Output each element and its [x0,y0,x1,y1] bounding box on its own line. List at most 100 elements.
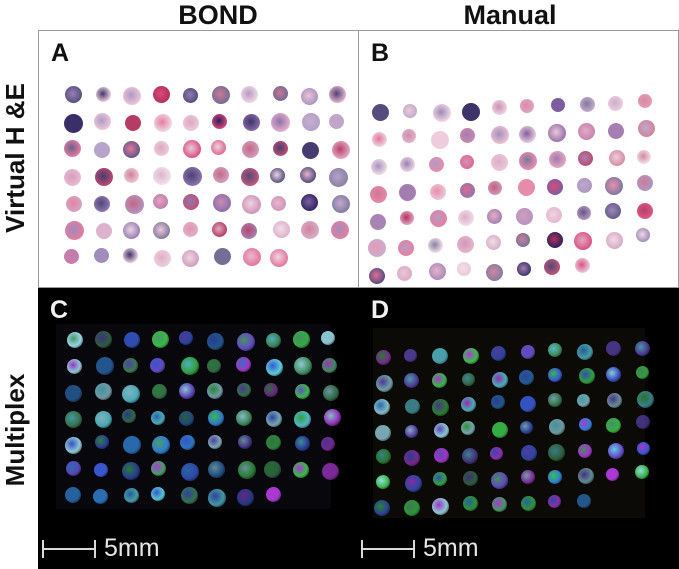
tissue-core [94,462,109,477]
tissue-core [463,347,480,364]
tissue-core [521,445,538,462]
tissue-core [605,341,621,357]
row-title-multiplex: Multiplex [0,373,30,487]
tissue-core [153,250,171,268]
tissue-core [180,463,199,482]
tissue-core [237,435,252,450]
tissue-core [577,468,594,485]
row-title-virtual-he: Virtual H &E [0,83,30,233]
tissue-core [576,493,591,508]
tissue-core [519,420,533,434]
tissue-core [637,442,651,456]
tissue-core [375,425,392,442]
tissue-core [265,487,281,503]
tissue-core [302,142,320,160]
tissue-core [302,113,321,132]
tissue-core [608,442,625,459]
tissue-core [270,167,286,183]
tissue-core [462,373,476,387]
tissue-core [548,150,566,168]
tissue-core [460,182,476,198]
tissue-core [404,398,420,414]
tissue-core [516,208,534,226]
tissue-core [151,436,170,455]
tissue-core [321,437,336,452]
tissue-core [211,140,227,156]
tissue-core [399,211,414,226]
tissue-core [207,383,224,400]
tissue-core [94,434,109,449]
tissue-core [404,425,418,439]
tissue-core [264,382,279,397]
tissue-core [376,375,394,393]
tissue-core [152,167,171,186]
tissue-core [432,372,448,388]
tissue-core [93,489,109,504]
tissue-core [95,87,111,103]
tissue-core [607,96,623,112]
tissue-core [152,193,168,209]
tissue-core [212,114,228,130]
tissue-core [180,356,199,375]
tissue-core [548,443,566,461]
tissue-core [65,384,83,402]
tissue-core [547,124,566,143]
tissue-core [151,486,166,501]
tissue-core [635,228,650,243]
tissue-core [518,152,537,171]
tissue-core [300,221,319,240]
tissue-core [431,498,449,516]
tissue-core [322,462,340,480]
tissue-core [121,462,140,481]
tissue-core [93,141,110,158]
tissue-core [605,177,624,196]
tissue-core [236,382,251,397]
tissue-core [65,85,83,103]
tissue-core [65,486,82,503]
tissue-core [122,221,140,239]
tissue-core [94,410,112,428]
tissue-core [490,153,508,171]
tissue-core [517,179,535,197]
tissue-core [211,86,230,104]
tissue-core [208,410,225,427]
tissue-core [371,158,388,175]
tissue-core [373,499,390,516]
panel-label-a: A [51,39,70,67]
tissue-core [295,384,311,400]
tissue-core [546,179,563,196]
tissue-core [331,194,350,213]
tissue-core [636,366,650,380]
scale-bar-tick-right [94,540,96,558]
tissue-core [463,470,479,486]
tissue-core [124,332,141,349]
tissue-core [607,123,624,140]
tissue-core [403,349,417,363]
tissue-core [547,469,562,484]
tissue-core [152,384,168,399]
tissue-core [67,358,83,374]
tissue-core [462,496,478,512]
tissue-core [460,154,475,169]
tissue-core [375,449,391,465]
tissue-core [519,396,536,413]
tissue-core [578,418,592,432]
tissue-core [123,358,139,374]
tissue-core [294,411,312,429]
tissue-core [487,208,503,224]
tissue-core [428,263,446,281]
tissue-core [235,409,252,426]
tissue-core [180,435,196,451]
tissue-core [329,114,345,130]
tissue-core [94,247,110,263]
tissue-core [430,130,449,149]
scale-bar-tick-left [361,540,363,558]
tissue-core [574,232,593,251]
tissue-core [123,247,139,263]
tissue-core [213,194,232,213]
tissue-core [124,115,141,132]
tissue-core [397,240,414,257]
tissue-core [433,447,449,463]
tissue-core [182,194,199,211]
scale-bar-label: 5mm [104,534,160,562]
